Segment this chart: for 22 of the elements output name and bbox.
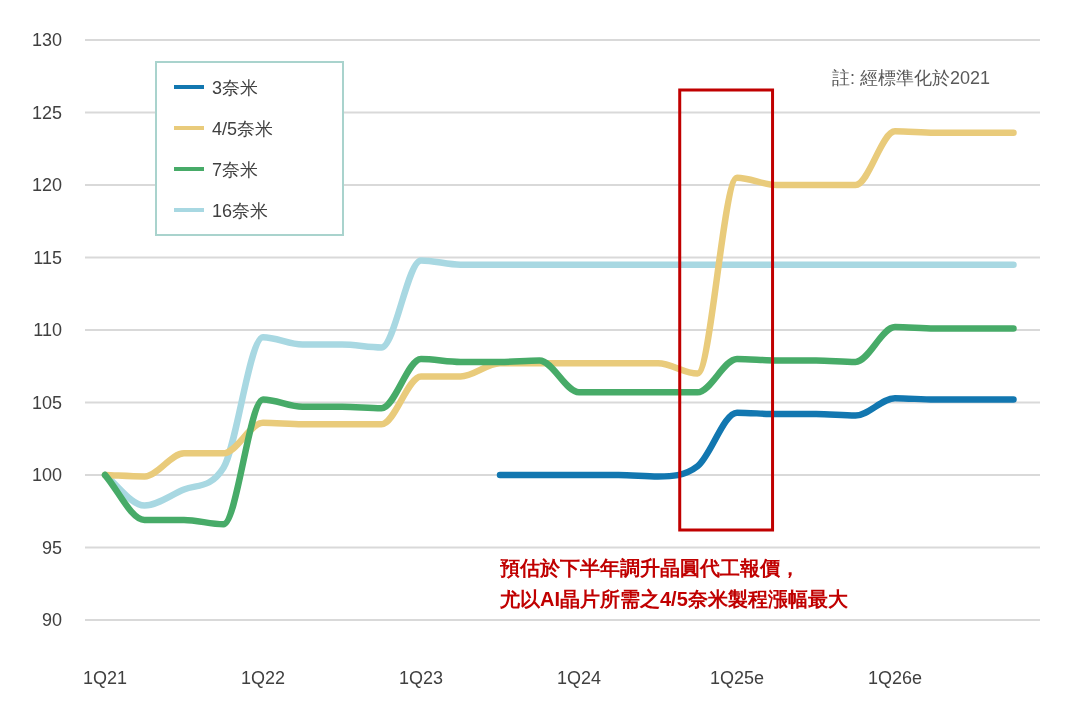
x-tick-label: 1Q24 xyxy=(556,668,602,688)
x-tick-label: 1Q21 xyxy=(82,668,128,688)
y-tick-label: 100 xyxy=(31,465,62,485)
x-tick-label: 1Q22 xyxy=(240,668,286,688)
x-tick-label: 1Q23 xyxy=(398,668,444,688)
y-tick-label: 90 xyxy=(41,610,62,630)
annotation: 預估於下半年調升晶圓代工報價， xyxy=(499,557,800,579)
legend-label: 4/5奈米 xyxy=(212,119,274,139)
annotation: 註: 經標準化於2021 xyxy=(831,68,990,88)
legend-label: 3奈米 xyxy=(212,78,259,98)
y-tick-label: 110 xyxy=(33,320,62,340)
annotation: 尤以AI晶片所需之4/5奈米製程漲幅最大 xyxy=(499,588,849,610)
legend-label: 16奈米 xyxy=(212,201,269,221)
x-tick-label: 1Q25e xyxy=(709,668,765,688)
legend-label: 7奈米 xyxy=(212,160,259,180)
y-tick-label: 130 xyxy=(31,30,62,50)
y-tick-label: 125 xyxy=(31,102,62,123)
y-tick-label: 120 xyxy=(31,175,62,195)
x-tick-label: 1Q26e xyxy=(867,668,923,688)
y-tick-label: 105 xyxy=(31,392,62,413)
y-tick-label: 95 xyxy=(41,537,62,558)
y-tick-label: 115 xyxy=(33,247,62,268)
